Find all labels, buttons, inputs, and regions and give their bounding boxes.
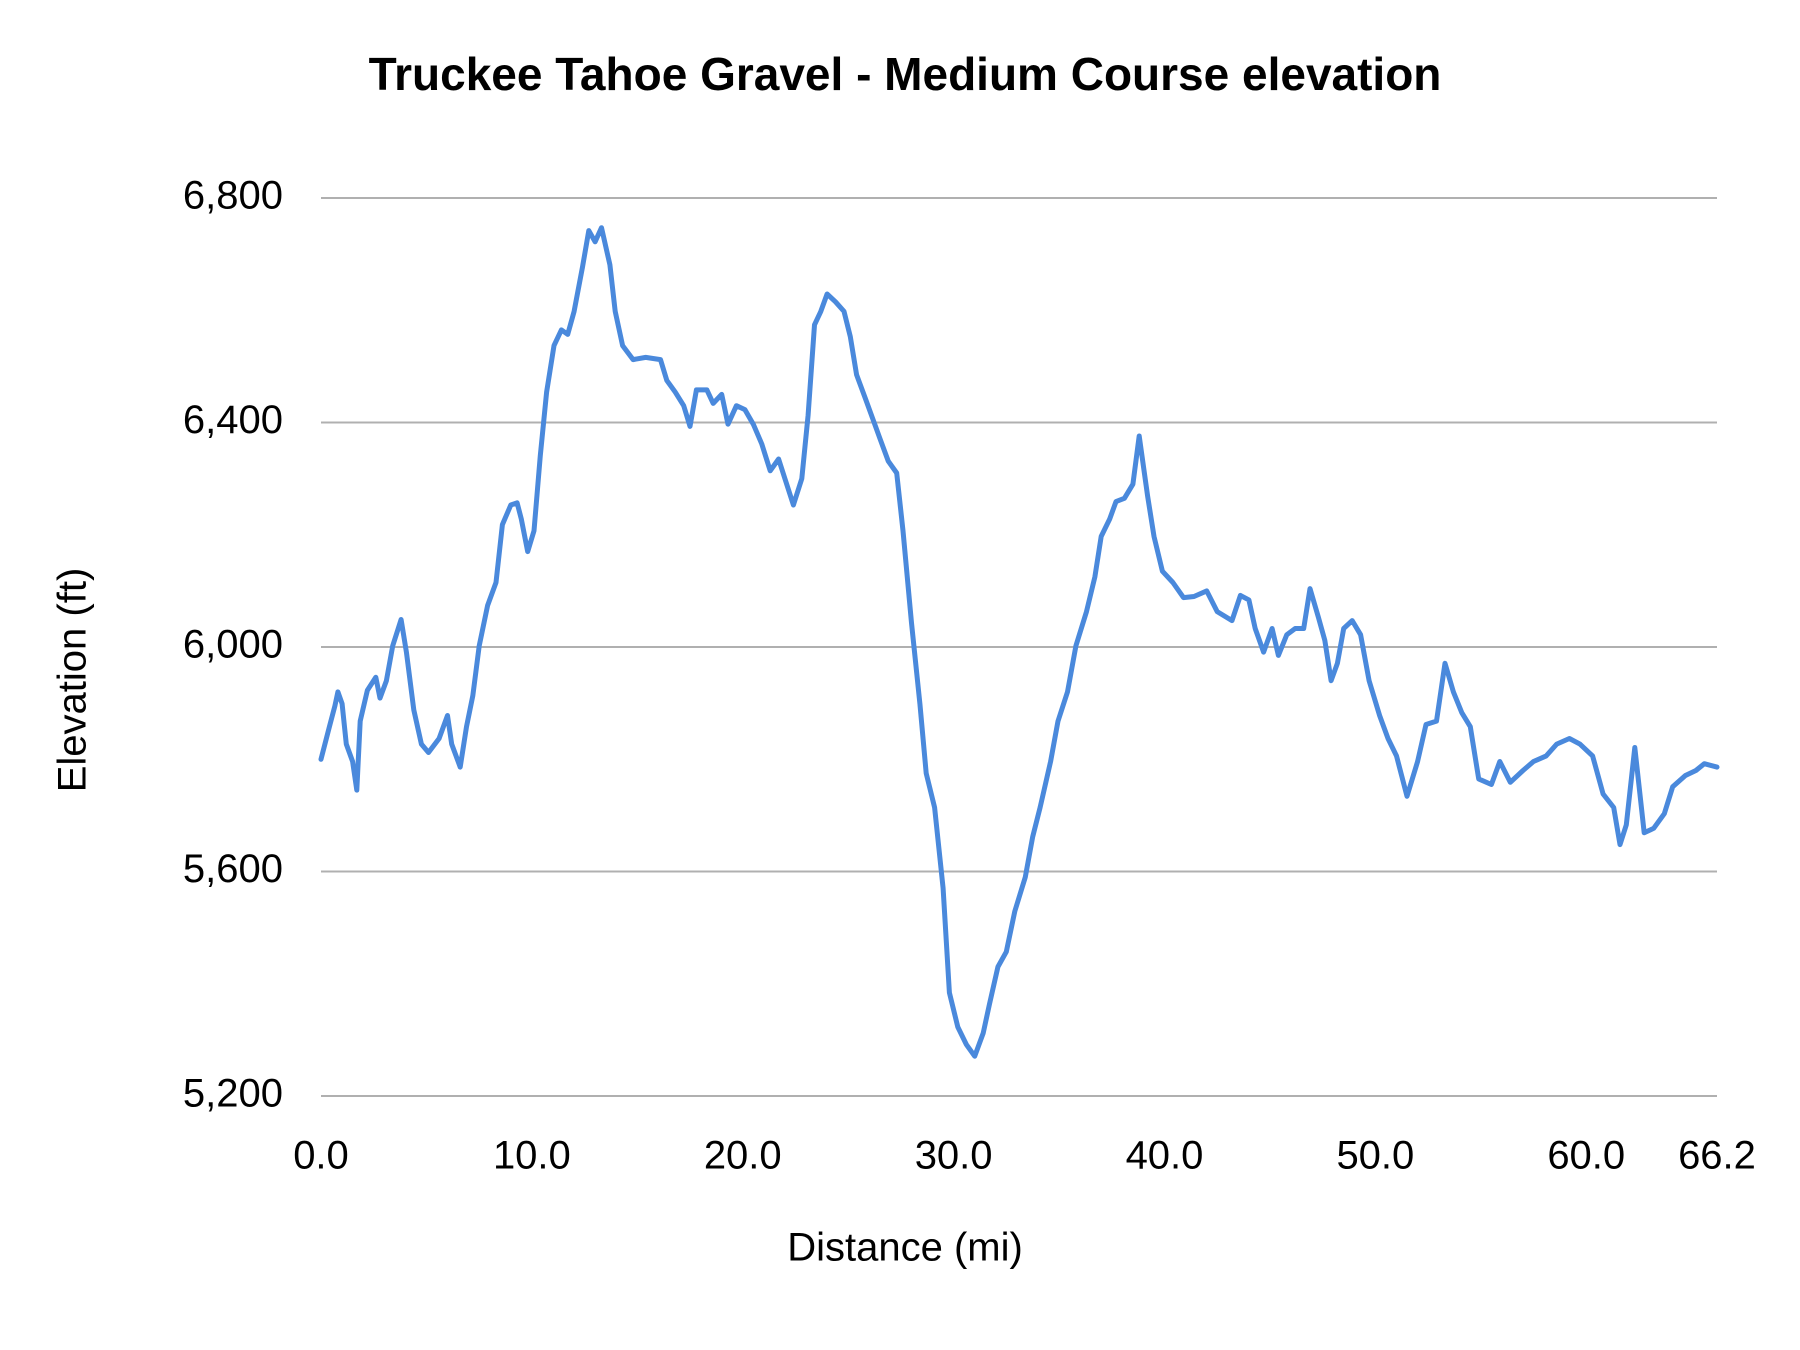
y-tick-label: 6,800: [183, 174, 283, 218]
x-axis-title: Distance (mi): [787, 1226, 1023, 1270]
x-tick-label: 50.0: [1336, 1134, 1414, 1178]
y-tick-label: 6,400: [183, 398, 283, 442]
x-tick-label: 60.0: [1547, 1134, 1625, 1178]
x-tick-label: 40.0: [1126, 1134, 1204, 1178]
elevation-line: [318, 225, 1720, 1059]
x-tick-label: 30.0: [915, 1134, 993, 1178]
chart-title: Truckee Tahoe Gravel - Medium Course ele…: [369, 48, 1442, 100]
x-tick-label: 20.0: [704, 1134, 782, 1178]
x-tick-label: 66.2: [1678, 1134, 1756, 1178]
x-tick-label: 0.0: [293, 1134, 349, 1178]
y-tick-label: 5,600: [183, 847, 283, 891]
y-axis-title: Elevation (ft): [51, 568, 95, 793]
x-tick-label: 10.0: [493, 1134, 571, 1178]
y-tick-label: 5,200: [183, 1072, 283, 1116]
y-tick-label: 6,000: [183, 623, 283, 667]
